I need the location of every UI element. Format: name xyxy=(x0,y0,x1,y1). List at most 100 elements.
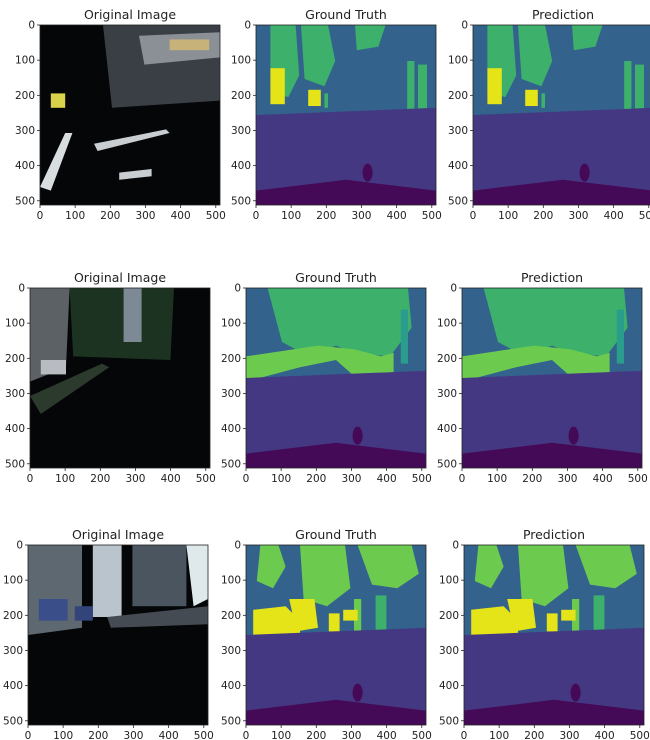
x-tick-label: 200 xyxy=(88,730,108,740)
prediction-image xyxy=(462,288,642,468)
x-tick-label: 200 xyxy=(100,210,120,222)
x-tick-label: 500 xyxy=(206,210,226,222)
y-tick-label: 400 xyxy=(437,423,457,435)
axes-frame xyxy=(461,287,643,469)
y-tick-label: 100 xyxy=(15,55,35,67)
y-tick-label: 200 xyxy=(5,353,25,365)
x-tick-label: 300 xyxy=(125,473,145,485)
x-tick-label: 400 xyxy=(595,730,615,740)
y-tick-label: 0 xyxy=(450,283,457,295)
x-tick-label: 200 xyxy=(524,730,544,740)
prediction-image xyxy=(464,545,644,725)
y-tick-label: 500 xyxy=(5,458,25,470)
y-tick-label: 100 xyxy=(439,575,459,587)
panel-title: Original Image xyxy=(84,7,176,22)
x-tick-label: 0 xyxy=(243,730,250,740)
y-tick-label: 300 xyxy=(439,645,459,657)
y-tick-label: 300 xyxy=(221,388,241,400)
x-tick-label: 300 xyxy=(557,473,577,485)
y-tick-label: 400 xyxy=(221,680,241,692)
y-tick-label: 0 xyxy=(452,540,459,552)
panel-title: Original Image xyxy=(72,527,164,542)
x-tick-label: 200 xyxy=(316,210,336,222)
x-tick-label: 400 xyxy=(377,473,397,485)
y-tick-label: 100 xyxy=(448,55,468,67)
y-tick-label: 200 xyxy=(448,90,468,102)
y-tick-label: 100 xyxy=(221,318,241,330)
y-tick-label: 0 xyxy=(16,540,23,552)
panel-title: Ground Truth xyxy=(295,270,377,285)
y-tick-label: 200 xyxy=(437,353,457,365)
y-tick-label: 500 xyxy=(15,195,35,207)
y-tick-label: 500 xyxy=(437,458,457,470)
y-tick-label: 400 xyxy=(439,680,459,692)
x-tick-label: 100 xyxy=(489,730,509,740)
panel-title: Prediction xyxy=(532,7,594,22)
y-tick-label: 300 xyxy=(221,645,241,657)
x-tick-label: 0 xyxy=(243,473,250,485)
ground-truth-image xyxy=(246,545,426,725)
x-tick-label: 400 xyxy=(377,730,397,740)
x-tick-label: 400 xyxy=(593,473,613,485)
y-tick-label: 300 xyxy=(5,388,25,400)
y-tick-label: 500 xyxy=(448,195,468,207)
axes-frame xyxy=(39,24,221,206)
ground-truth-image xyxy=(256,25,436,205)
x-tick-label: 200 xyxy=(90,473,110,485)
x-tick-label: 300 xyxy=(568,210,588,222)
x-tick-label: 500 xyxy=(628,473,648,485)
x-tick-label: 500 xyxy=(630,730,650,740)
x-tick-label: 100 xyxy=(498,210,518,222)
x-tick-label: 200 xyxy=(522,473,542,485)
y-tick-label: 0 xyxy=(234,540,241,552)
x-tick-label: 400 xyxy=(161,473,181,485)
y-tick-label: 400 xyxy=(221,423,241,435)
y-tick-label: 500 xyxy=(221,715,241,727)
y-tick-label: 400 xyxy=(3,680,23,692)
axes-frame xyxy=(29,287,211,469)
y-tick-label: 200 xyxy=(3,610,23,622)
x-tick-label: 300 xyxy=(341,473,361,485)
y-tick-label: 100 xyxy=(231,55,251,67)
y-tick-label: 500 xyxy=(439,715,459,727)
y-tick-label: 100 xyxy=(5,318,25,330)
axes-frame xyxy=(245,287,427,469)
row-1-prediction-panel: 01002003004005000100200300400500Predicti… xyxy=(448,7,650,222)
panel-title: Ground Truth xyxy=(295,527,377,542)
ground-truth-image xyxy=(246,288,426,468)
y-tick-label: 400 xyxy=(231,160,251,172)
y-tick-label: 0 xyxy=(234,283,241,295)
x-tick-label: 200 xyxy=(533,210,553,222)
y-tick-label: 300 xyxy=(231,125,251,137)
y-tick-label: 200 xyxy=(231,90,251,102)
x-tick-label: 100 xyxy=(53,730,73,740)
prediction-image xyxy=(473,25,650,205)
y-tick-label: 0 xyxy=(461,20,468,32)
y-tick-label: 400 xyxy=(5,423,25,435)
axes-frame xyxy=(255,24,437,206)
x-tick-label: 400 xyxy=(387,210,407,222)
x-tick-label: 300 xyxy=(351,210,371,222)
y-tick-label: 400 xyxy=(448,160,468,172)
y-tick-label: 500 xyxy=(3,715,23,727)
y-tick-label: 200 xyxy=(221,610,241,622)
y-tick-label: 200 xyxy=(439,610,459,622)
x-tick-label: 100 xyxy=(65,210,85,222)
x-tick-label: 0 xyxy=(461,730,468,740)
axes-frame xyxy=(27,544,209,726)
y-tick-label: 0 xyxy=(244,20,251,32)
x-tick-label: 400 xyxy=(159,730,179,740)
x-tick-label: 100 xyxy=(271,473,291,485)
x-tick-label: 100 xyxy=(271,730,291,740)
x-tick-label: 400 xyxy=(171,210,191,222)
panel-title: Prediction xyxy=(521,270,583,285)
x-tick-label: 0 xyxy=(459,473,466,485)
